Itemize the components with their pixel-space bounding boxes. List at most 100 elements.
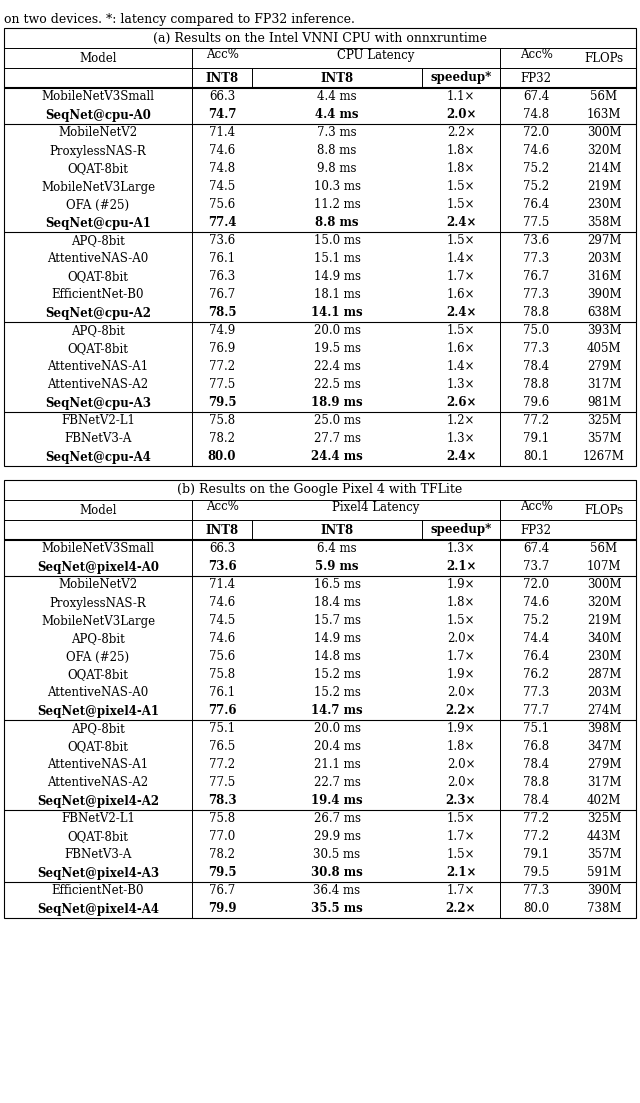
Text: FBNetV2-L1: FBNetV2-L1	[61, 813, 135, 825]
Text: 20.0 ms: 20.0 ms	[314, 324, 360, 338]
Text: AttentiveNAS-A1: AttentiveNAS-A1	[47, 361, 148, 374]
Text: 79.9: 79.9	[208, 902, 236, 915]
Text: ProxylessNAS-R: ProxylessNAS-R	[50, 144, 147, 158]
Text: 8.8 ms: 8.8 ms	[317, 144, 356, 158]
Text: APQ-8bit: APQ-8bit	[71, 235, 125, 247]
Text: OFA (#25): OFA (#25)	[67, 199, 129, 212]
Text: SeqNet@cpu-A1: SeqNet@cpu-A1	[45, 216, 151, 229]
Text: MobileNetV3Large: MobileNetV3Large	[41, 614, 155, 628]
Text: 22.4 ms: 22.4 ms	[314, 361, 360, 374]
Text: 76.4: 76.4	[523, 651, 549, 664]
Text: 77.2: 77.2	[523, 831, 549, 844]
Text: 74.9: 74.9	[209, 324, 235, 338]
Text: 2.0×: 2.0×	[447, 632, 476, 645]
Text: 1.4×: 1.4×	[447, 361, 476, 374]
Text: 77.5: 77.5	[209, 378, 235, 392]
Text: EfficientNet-B0: EfficientNet-B0	[52, 885, 144, 898]
Text: 16.5 ms: 16.5 ms	[314, 578, 360, 591]
Text: 2.3×: 2.3×	[445, 794, 476, 807]
Text: 1.5×: 1.5×	[447, 813, 476, 825]
Text: 74.5: 74.5	[209, 614, 235, 628]
Text: 74.6: 74.6	[523, 144, 549, 158]
Text: 76.5: 76.5	[209, 740, 235, 753]
Text: 15.2 ms: 15.2 ms	[314, 686, 360, 699]
Text: ProxylessNAS-R: ProxylessNAS-R	[50, 597, 147, 610]
Text: 66.3: 66.3	[209, 90, 235, 104]
Text: 1.3×: 1.3×	[447, 543, 476, 556]
Text: FLOPs: FLOPs	[584, 52, 623, 64]
Text: 14.1 ms: 14.1 ms	[311, 307, 363, 320]
Text: 25.0 ms: 25.0 ms	[314, 415, 360, 428]
Text: 320M: 320M	[587, 597, 621, 610]
Text: MobileNetV3Large: MobileNetV3Large	[41, 181, 155, 193]
Text: 1.8×: 1.8×	[447, 597, 475, 610]
Text: 279M: 279M	[587, 759, 621, 771]
Text: 638M: 638M	[587, 307, 621, 320]
Text: 73.7: 73.7	[523, 560, 549, 574]
Text: SeqNet@cpu-A3: SeqNet@cpu-A3	[45, 396, 151, 409]
Text: 56M: 56M	[591, 543, 618, 556]
Text: 297M: 297M	[587, 235, 621, 247]
Text: 443M: 443M	[587, 831, 621, 844]
Text: 1.6×: 1.6×	[447, 343, 476, 355]
Text: Model: Model	[79, 503, 116, 516]
Text: 325M: 325M	[587, 415, 621, 428]
Text: 300M: 300M	[587, 127, 621, 139]
Text: 347M: 347M	[587, 740, 621, 753]
Text: 2.0×: 2.0×	[447, 777, 476, 790]
Text: SeqNet@cpu-A4: SeqNet@cpu-A4	[45, 450, 151, 463]
Text: 591M: 591M	[587, 867, 621, 879]
Text: 77.4: 77.4	[208, 216, 236, 229]
Text: 1.5×: 1.5×	[447, 848, 476, 861]
Text: 79.1: 79.1	[523, 432, 549, 446]
Text: 56M: 56M	[591, 90, 618, 104]
Text: 325M: 325M	[587, 813, 621, 825]
Text: 79.5: 79.5	[208, 396, 236, 409]
Text: 2.0×: 2.0×	[447, 759, 476, 771]
Text: OQAT-8bit: OQAT-8bit	[68, 162, 129, 175]
Text: 14.7 ms: 14.7 ms	[311, 705, 363, 717]
Text: 74.7: 74.7	[208, 108, 236, 121]
Text: 76.3: 76.3	[209, 270, 235, 283]
Text: 1.7×: 1.7×	[447, 651, 476, 664]
Text: 78.2: 78.2	[209, 432, 235, 446]
Text: Acc%: Acc%	[520, 49, 552, 62]
Text: 19.4 ms: 19.4 ms	[311, 794, 363, 807]
Text: 2.4×: 2.4×	[446, 307, 476, 320]
Text: 79.5: 79.5	[208, 867, 236, 879]
Text: 77.0: 77.0	[209, 831, 235, 844]
Text: 74.8: 74.8	[209, 162, 235, 175]
Text: 1.8×: 1.8×	[447, 162, 475, 175]
Text: AttentiveNAS-A2: AttentiveNAS-A2	[47, 378, 148, 392]
Text: 79.1: 79.1	[523, 848, 549, 861]
Text: OQAT-8bit: OQAT-8bit	[68, 270, 129, 283]
Text: 71.4: 71.4	[209, 578, 235, 591]
Text: 76.2: 76.2	[523, 668, 549, 682]
Text: 405M: 405M	[587, 343, 621, 355]
Text: 21.1 ms: 21.1 ms	[314, 759, 360, 771]
Text: MobileNetV2: MobileNetV2	[58, 127, 138, 139]
Text: 78.4: 78.4	[523, 794, 549, 807]
Text: 73.6: 73.6	[208, 560, 236, 574]
Text: 981M: 981M	[587, 396, 621, 409]
Text: 77.3: 77.3	[523, 686, 549, 699]
Text: 15.0 ms: 15.0 ms	[314, 235, 360, 247]
Text: APQ-8bit: APQ-8bit	[71, 632, 125, 645]
Text: 18.1 ms: 18.1 ms	[314, 289, 360, 301]
Text: AttentiveNAS-A2: AttentiveNAS-A2	[47, 777, 148, 790]
Text: 738M: 738M	[587, 902, 621, 915]
Text: 398M: 398M	[587, 722, 621, 736]
Text: 75.1: 75.1	[523, 722, 549, 736]
Text: 66.3: 66.3	[209, 543, 235, 556]
Text: 230M: 230M	[587, 199, 621, 212]
Text: 19.5 ms: 19.5 ms	[314, 343, 360, 355]
Text: AttentiveNAS-A0: AttentiveNAS-A0	[47, 253, 148, 266]
Text: CPU Latency: CPU Latency	[337, 49, 415, 62]
Text: 67.4: 67.4	[523, 543, 549, 556]
Text: 78.8: 78.8	[523, 307, 549, 320]
Text: 75.6: 75.6	[209, 199, 235, 212]
Text: 2.2×: 2.2×	[445, 902, 476, 915]
Text: 4.4 ms: 4.4 ms	[316, 108, 359, 121]
Text: 2.2×: 2.2×	[447, 127, 475, 139]
Text: 1.9×: 1.9×	[447, 668, 476, 682]
